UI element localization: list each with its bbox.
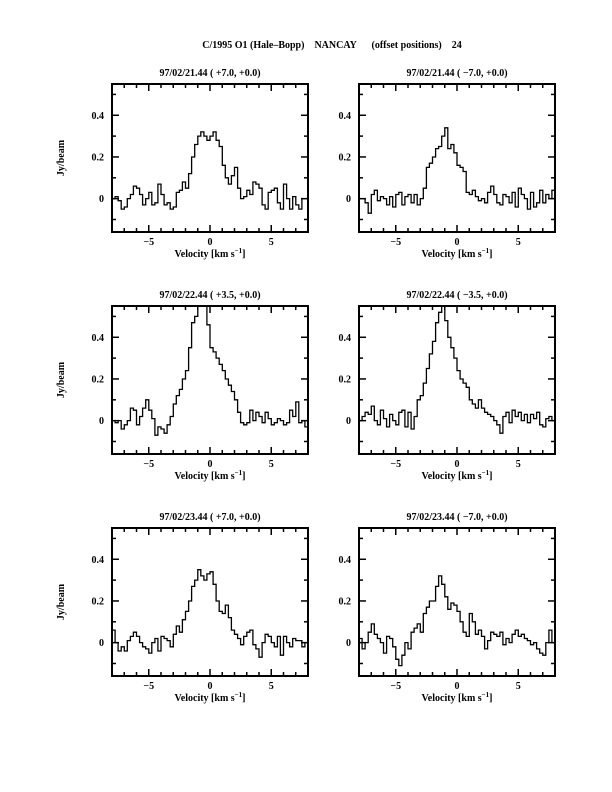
spectrum-line [112, 306, 308, 436]
page-title: C/1995 O1 (Hale–Bopp) NANCAY (offset pos… [202, 40, 462, 51]
y-tick-label: 0.2 [339, 596, 352, 607]
x-tick-label: 0 [455, 681, 460, 692]
spectrum-panel: 97/02/23.44 ( +7.0, +0.0) −5 0 5 0 0.2 0.4 Velo… [56, 512, 309, 704]
x-axis-label-exponent: −1 [482, 469, 490, 477]
spectrum-panel: 97/02/21.44 ( −7.0, +0.0) −5 0 5 0 0.2 0.4 Velo… [339, 68, 556, 260]
x-axis-label-exponent: −1 [482, 247, 490, 255]
y-axis-label: Jy/beam [56, 361, 67, 398]
x-tick-label: 0 [208, 681, 213, 692]
x-axis-label-end: ] [242, 249, 245, 260]
spectrum-line [112, 131, 308, 210]
plot-frame [358, 83, 556, 233]
plot-frame [111, 83, 309, 233]
spectrum-panel: 97/02/22.44 ( −3.5, +0.0) −5 0 5 0 0.2 0.4 Velo… [339, 290, 556, 482]
x-axis-label: Velocity [km s−1] [174, 691, 245, 704]
y-tick-label: 0 [99, 416, 104, 427]
y-tick-label: 0.4 [339, 555, 352, 566]
spectrum-line [359, 575, 555, 667]
y-tick-label: 0.2 [92, 374, 105, 385]
x-tick-label: 5 [269, 681, 274, 692]
y-tick-label: 0.2 [92, 152, 105, 163]
panel-title: 97/02/22.44 ( −3.5, +0.0) [406, 290, 507, 301]
y-axis-label: Jy/beam [56, 139, 67, 176]
spectrum-line [359, 127, 555, 214]
x-axis-label-text: Velocity [km s [421, 249, 481, 260]
x-axis-label: Velocity [km s−1] [174, 247, 245, 260]
panel-title: 97/02/21.44 ( −7.0, +0.0) [406, 68, 507, 79]
x-axis-label-end: ] [242, 471, 245, 482]
x-tick-label: −5 [143, 681, 154, 692]
plot-frame [358, 527, 556, 677]
y-tick-label: 0 [99, 194, 104, 205]
x-tick-label: 0 [455, 237, 460, 248]
panel-title: 97/02/23.44 ( −7.0, +0.0) [406, 512, 507, 523]
spectrum-panel: 97/02/21.44 ( +7.0, +0.0) −5 0 5 0 0.2 0.4 Velo… [56, 68, 309, 260]
x-axis-label: Velocity [km s−1] [421, 691, 492, 704]
x-axis-label-text: Velocity [km s [174, 471, 234, 482]
plot-frame [358, 305, 556, 455]
x-tick-label: 5 [516, 681, 521, 692]
x-axis-label-exponent: −1 [482, 691, 490, 699]
y-tick-label: 0.2 [339, 152, 352, 163]
x-tick-label: −5 [390, 237, 401, 248]
y-tick-label: 0.2 [92, 596, 105, 607]
x-axis-label-end: ] [489, 471, 492, 482]
x-axis-label-text: Velocity [km s [421, 693, 481, 704]
y-tick-label: 0.4 [339, 111, 352, 122]
y-tick-label: 0.4 [92, 333, 105, 344]
x-axis-label: Velocity [km s−1] [421, 469, 492, 482]
x-tick-label: 0 [455, 459, 460, 470]
x-tick-label: 5 [516, 459, 521, 470]
y-tick-label: 0.2 [339, 374, 352, 385]
y-tick-label: 0 [99, 638, 104, 649]
spectrum-panel: 97/02/23.44 ( −7.0, +0.0) −5 0 5 0 0.2 0.4 Velo… [339, 512, 556, 704]
x-tick-label: −5 [143, 237, 154, 248]
x-tick-label: 5 [269, 459, 274, 470]
x-tick-label: 0 [208, 459, 213, 470]
x-axis-label-end: ] [242, 693, 245, 704]
spectrum-line [359, 306, 555, 434]
x-tick-label: 5 [516, 237, 521, 248]
x-tick-label: −5 [390, 681, 401, 692]
x-tick-label: 5 [269, 237, 274, 248]
x-axis-label-text: Velocity [km s [421, 471, 481, 482]
plot-frame [111, 527, 309, 677]
x-tick-label: −5 [143, 459, 154, 470]
y-tick-label: 0 [346, 194, 351, 205]
x-tick-label: −5 [390, 459, 401, 470]
y-axis-label: Jy/beam [56, 583, 67, 620]
x-axis-label-end: ] [489, 693, 492, 704]
y-tick-label: 0.4 [92, 111, 105, 122]
x-axis-label-exponent: −1 [235, 469, 243, 477]
x-axis-label-end: ] [489, 249, 492, 260]
y-tick-label: 0.4 [339, 333, 352, 344]
x-axis-label: Velocity [km s−1] [174, 469, 245, 482]
x-axis-label-text: Velocity [km s [174, 249, 234, 260]
x-tick-label: 0 [208, 237, 213, 248]
panel-title: 97/02/21.44 ( +7.0, +0.0) [159, 68, 260, 79]
panel-title: 97/02/23.44 ( +7.0, +0.0) [159, 512, 260, 523]
spectrum-line [112, 569, 308, 658]
y-tick-label: 0 [346, 416, 351, 427]
panel-title: 97/02/22.44 ( +3.5, +0.0) [159, 290, 260, 301]
x-axis-label: Velocity [km s−1] [421, 247, 492, 260]
x-axis-label-text: Velocity [km s [174, 693, 234, 704]
y-tick-label: 0.4 [92, 555, 105, 566]
plot-frame [111, 305, 309, 455]
x-axis-label-exponent: −1 [235, 691, 243, 699]
x-axis-label-exponent: −1 [235, 247, 243, 255]
spectrum-panel: 97/02/22.44 ( +3.5, +0.0) −5 0 5 0 0.2 0.4 Velo… [56, 290, 309, 482]
y-tick-label: 0 [346, 638, 351, 649]
